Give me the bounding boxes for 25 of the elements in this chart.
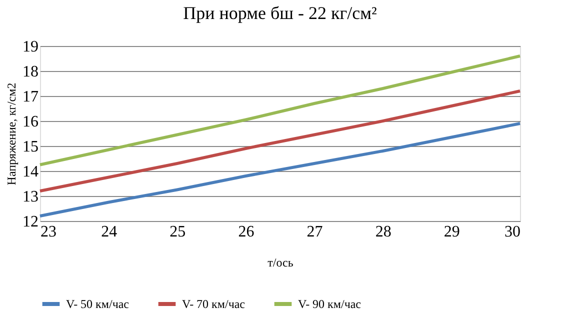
legend-label: V- 90 км/час: [298, 297, 362, 311]
y-tick-label: 17: [22, 88, 38, 106]
y-axis-title: Напряжение, кг/см2: [4, 82, 18, 186]
x-tick-label: 23: [40, 224, 56, 240]
y-tick-label: 14: [22, 164, 38, 180]
line-series: [38, 54, 522, 166]
x-axis-title: т/ось: [268, 256, 294, 270]
x-tick-label: 28: [375, 224, 392, 240]
x-tick-label: 24: [101, 224, 118, 240]
legend-label: V- 50 км/час: [66, 297, 130, 311]
x-tick-label: 25: [170, 224, 186, 240]
x-tick-label: 30: [504, 224, 520, 240]
y-tick-label: 16: [22, 114, 38, 130]
y-tick-label: 19: [22, 38, 38, 56]
x-tick-label: 26: [238, 224, 254, 240]
legend-label: V- 70 км/час: [182, 297, 246, 311]
y-tick-label: 15: [22, 138, 38, 156]
y-tick-label: 13: [22, 188, 38, 206]
y-tick-label: 18: [22, 64, 38, 80]
x-tick-label: 27: [306, 224, 323, 240]
y-tick-label: 12: [22, 214, 38, 230]
x-tick-label: 29: [444, 224, 460, 240]
chart-title: При норме бш - 22 кг/см²: [183, 3, 377, 23]
line-series: [38, 90, 522, 192]
line-series: [38, 122, 522, 218]
